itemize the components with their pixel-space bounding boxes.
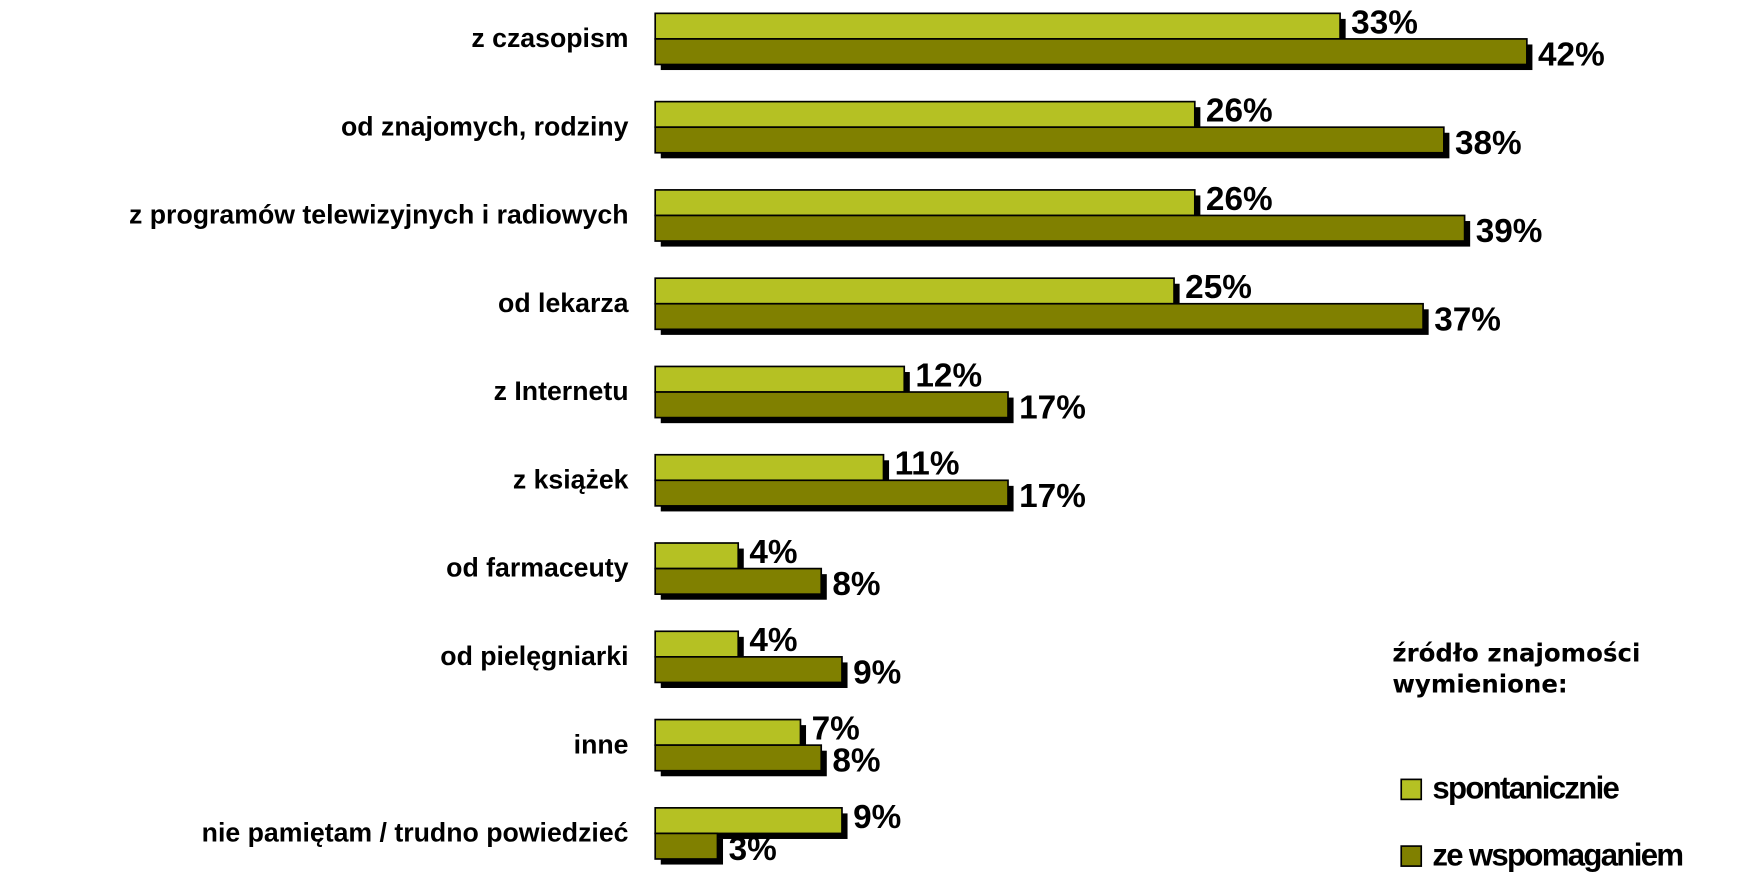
category-label: od lekarza — [498, 288, 629, 318]
bar — [654, 391, 1009, 419]
bar — [654, 12, 1341, 40]
value-label: 25% — [1185, 269, 1252, 306]
value-label: 4% — [749, 622, 797, 659]
category-label: od farmaceuty — [446, 553, 628, 583]
value-label: 37% — [1434, 301, 1501, 338]
legend-swatch — [1400, 845, 1423, 867]
value-label: 8% — [832, 566, 880, 603]
value-label: 17% — [1019, 390, 1086, 427]
bar — [654, 807, 843, 835]
bar — [654, 718, 802, 746]
bar — [654, 126, 1445, 154]
value-label: 12% — [915, 357, 982, 394]
value-label: 38% — [1455, 125, 1522, 162]
bar — [654, 365, 906, 393]
bar — [654, 38, 1528, 66]
bar — [654, 630, 740, 658]
legend-label: ze wspomaganiem — [1432, 837, 1682, 872]
value-label: 9% — [853, 654, 901, 691]
category-label: inne — [574, 729, 629, 759]
value-label: 7% — [812, 710, 860, 747]
value-label: 26% — [1206, 181, 1273, 218]
category-label: z Internetu — [494, 376, 629, 406]
bar — [654, 189, 1196, 217]
category-label: z książek — [513, 464, 629, 494]
bar — [654, 744, 823, 772]
bar — [654, 302, 1424, 331]
bar — [654, 453, 885, 482]
value-label: 3% — [729, 831, 777, 868]
legend-title-box: źródło znajomości wymienione: — [1392, 640, 1641, 700]
bar — [654, 479, 1009, 507]
value-label: 17% — [1019, 478, 1086, 515]
value-label: 42% — [1538, 37, 1605, 74]
value-label: 11% — [895, 446, 960, 483]
value-label: 8% — [832, 743, 880, 780]
category-label: z programów telewizyjnych i radiowych — [129, 200, 628, 230]
value-label: 4% — [749, 534, 797, 571]
legend-swatch — [1400, 778, 1423, 801]
value-label: 9% — [853, 799, 901, 836]
value-label: 39% — [1476, 213, 1543, 250]
bar — [654, 214, 1466, 242]
bar — [654, 656, 843, 684]
legend-label: spontanicznie — [1432, 771, 1619, 806]
category-label: od znajomych, rodziny — [341, 111, 629, 141]
bar — [654, 832, 719, 860]
value-label: 33% — [1351, 4, 1418, 41]
legend-title: źródło znajomości wymienione: — [1392, 640, 1641, 700]
value-label: 26% — [1206, 93, 1273, 130]
bar — [654, 100, 1196, 129]
category-label: z czasopism — [471, 23, 628, 53]
bar — [654, 542, 740, 570]
category-label: nie pamiętam / trudno powiedzieć — [202, 818, 629, 848]
bar — [654, 277, 1175, 305]
category-label: od pielęgniarki — [440, 641, 628, 671]
bar — [654, 567, 823, 595]
